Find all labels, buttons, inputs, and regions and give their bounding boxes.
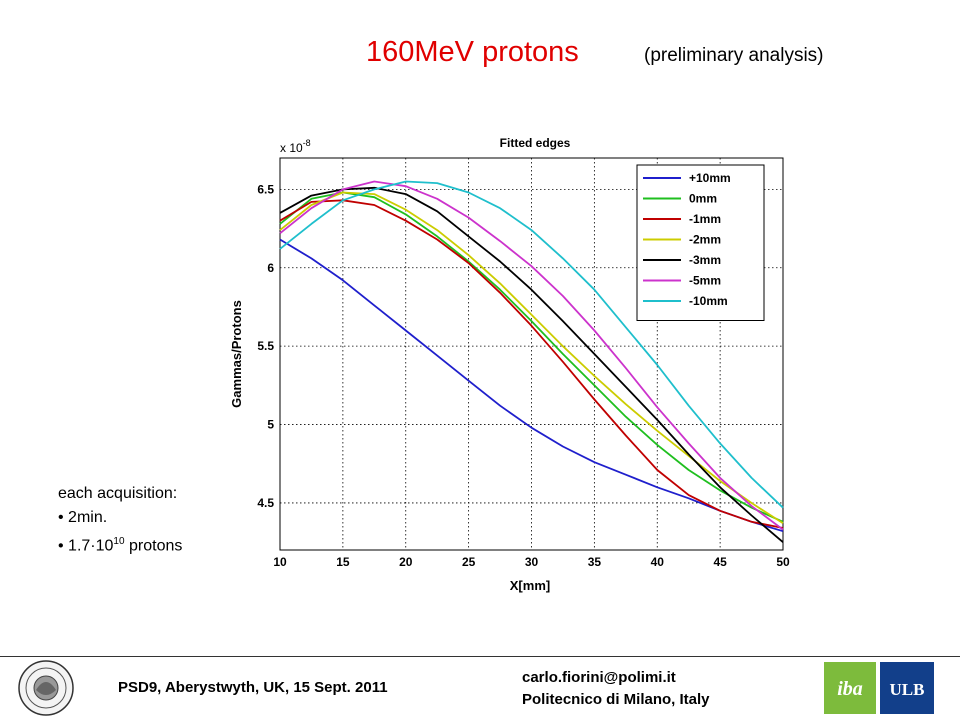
legend-box <box>636 164 765 321</box>
series-line <box>279 199 784 529</box>
series-line <box>279 186 784 543</box>
x-tick-label: 45 <box>713 555 727 569</box>
y-tick-label: 5 <box>267 418 274 432</box>
x-tick-label: 25 <box>462 555 476 569</box>
legend-label: +10mm <box>689 171 731 185</box>
chart-legend: +10mm 0mm -1mm -2mm -3mm -5mm -10mm <box>636 164 765 321</box>
x-tick-label: 20 <box>399 555 413 569</box>
x-tick-label: 10 <box>273 555 287 569</box>
legend-label: -1mm <box>689 212 721 226</box>
notes-item-protons-prefix: • 1.7·10 <box>58 537 114 555</box>
x-tick-label: 50 <box>776 555 790 569</box>
chart-title: Fitted edges <box>500 136 571 150</box>
iba-logo: iba <box>824 662 876 714</box>
legend-label: -2mm <box>689 233 721 247</box>
svg-text:ULB: ULB <box>890 680 925 699</box>
contact-info: carlo.fiorini@polimi.it Politecnico di M… <box>522 667 710 711</box>
y-tick-label: 6.5 <box>257 182 274 196</box>
ulb-logo: ULB <box>880 662 934 714</box>
series-line <box>279 180 784 509</box>
x-axis-label: X[mm] <box>510 578 550 593</box>
chart-ticks: 10 15 20 25 30 35 40 45 50 4.5 5 5.5 6 6.5 <box>257 182 790 569</box>
notes-item-duration: • 2min. <box>58 509 108 526</box>
y-multiplier-exponent: -8 <box>303 138 311 148</box>
x-tick-label: 35 <box>588 555 602 569</box>
slide-subtitle: (preliminary analysis) <box>644 45 824 66</box>
legend-label: 0mm <box>689 192 717 206</box>
notes-item-protons: • 1.7·1010 protons <box>58 530 182 558</box>
footer-divider <box>0 656 960 657</box>
notes-heading: each acquisition: <box>58 485 178 502</box>
series-line <box>279 180 784 531</box>
y-tick-label: 4.5 <box>257 496 274 510</box>
conference-label: PSD9, Aberystwyth, UK, 15 Sept. 2011 <box>118 679 388 696</box>
x-tick-label: 30 <box>525 555 539 569</box>
contact-affiliation: Politecnico di Milano, Italy <box>522 691 710 708</box>
x-tick-label: 15 <box>336 555 350 569</box>
svg-text:iba: iba <box>837 678 863 700</box>
y-multiplier-base: x 10 <box>280 141 303 155</box>
series-line <box>279 191 784 523</box>
y-tick-label: 5.5 <box>257 339 274 353</box>
y-multiplier: x 10-8 <box>280 138 311 155</box>
contact-email: carlo.fiorini@polimi.it <box>522 669 676 686</box>
series-line <box>279 238 784 533</box>
y-axis-label: Gammas/Protons <box>229 300 244 408</box>
chart-series <box>279 180 784 543</box>
legend-label: -3mm <box>689 253 721 267</box>
politecnico-seal-logo <box>18 660 74 716</box>
x-tick-label: 40 <box>651 555 665 569</box>
slide-title: 160MeV protons <box>366 36 579 68</box>
legend-label: -5mm <box>689 274 721 288</box>
fitted-edges-chart: 10 15 20 25 30 35 40 45 50 4.5 5 5.5 6 6.5 Fitted edg… <box>229 136 790 593</box>
notes-item-protons-suffix: protons <box>124 537 183 555</box>
acquisition-notes: each acquisition: • 2min. • 1.7·1010 pro… <box>58 482 182 558</box>
y-tick-label: 6 <box>267 261 274 275</box>
notes-item-protons-exponent: 10 <box>113 536 125 547</box>
legend-label: -10mm <box>689 294 728 308</box>
